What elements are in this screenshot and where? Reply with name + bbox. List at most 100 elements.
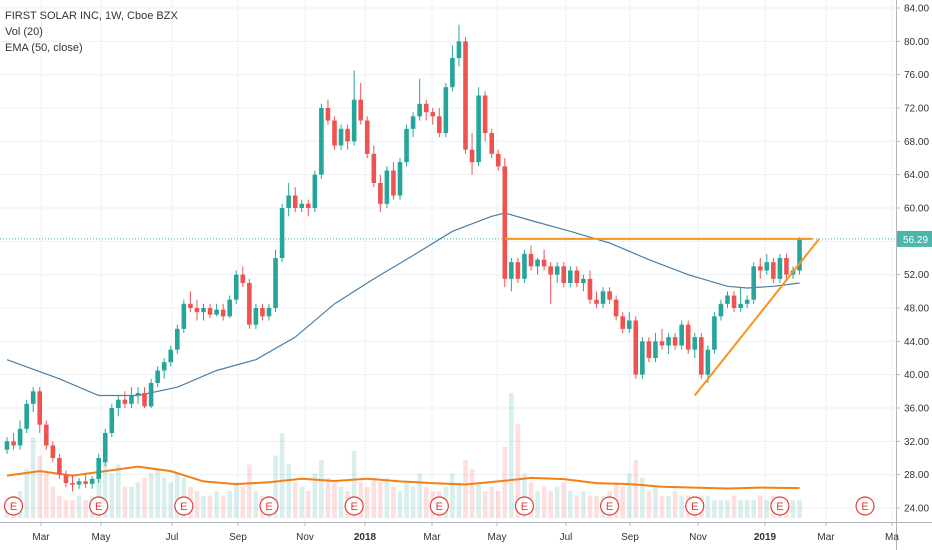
candle-up (712, 316, 717, 350)
volume-bar (129, 486, 134, 518)
candle-up (116, 399, 121, 408)
volume-bar (679, 495, 684, 518)
price-tick-label: 60.00 (904, 204, 929, 215)
candle-up (109, 408, 115, 433)
candle-down (699, 337, 704, 375)
candle-up (201, 308, 206, 313)
volume-bar (325, 477, 331, 518)
candle-up (554, 266, 560, 275)
candle-down (784, 258, 789, 275)
earnings-marker-label: E (180, 501, 187, 513)
candle-up (214, 309, 219, 315)
support-trendline (693, 238, 820, 397)
symbol-title[interactable]: FIRST SOLAR INC, 1W, Cboe BZX (5, 10, 178, 22)
time-tick-label: 2018 (354, 532, 377, 543)
ema-indicator-label[interactable]: EMA (50, close) (5, 42, 83, 54)
candle-up (89, 478, 95, 484)
candle-up (279, 208, 285, 258)
earnings-marker-label: E (10, 501, 17, 513)
ema-line (6, 212, 800, 397)
volume-bar (116, 464, 121, 518)
last-price-badge (897, 230, 932, 247)
price-axis: 84.0080.0076.0072.0068.0064.0060.0056.00… (896, 4, 932, 515)
candle-up (175, 328, 180, 350)
candle-up (777, 258, 783, 279)
candle-up (797, 238, 802, 271)
volume-bar (155, 468, 160, 518)
candle-down (587, 278, 593, 300)
candle-up (233, 274, 239, 300)
candle-up (161, 362, 167, 371)
candle-up (522, 253, 527, 279)
earnings-marker: E (429, 496, 449, 516)
candle-down (685, 324, 691, 350)
candle-down (515, 262, 521, 279)
plot-background (0, 0, 896, 522)
candle-down (364, 120, 370, 154)
earnings-marker-circle (429, 496, 449, 516)
candle-down (495, 153, 501, 167)
earnings-marker: E (259, 496, 279, 516)
price-tick-label: 44.00 (904, 337, 929, 348)
candle-down (345, 128, 350, 142)
earnings-marker-circle (259, 496, 279, 516)
volume-bar (63, 500, 69, 518)
candle-up (751, 266, 756, 300)
candle-up (17, 428, 23, 446)
candle-up (148, 383, 154, 407)
candle-up (679, 324, 684, 346)
volume-bar (338, 486, 344, 518)
volume-bar (371, 477, 377, 518)
volume-bar (417, 473, 422, 518)
volume-bar (574, 495, 580, 518)
price-tick-label: 72.00 (904, 104, 929, 115)
candle-up (319, 108, 324, 175)
candle-up (76, 481, 82, 485)
volume-bar (587, 495, 593, 518)
candle-down (757, 266, 763, 271)
volume-bar (233, 482, 239, 518)
earnings-marker-circle (514, 496, 535, 516)
volume-ma-line (6, 465, 800, 490)
candle-down (220, 309, 226, 317)
volume-bar (548, 491, 553, 518)
time-tick-label: May (92, 532, 111, 543)
candle-down (771, 262, 776, 279)
candle-up (404, 128, 409, 163)
volume-ma (6, 465, 800, 490)
candle-up (653, 341, 658, 358)
earnings-marker: E (174, 496, 194, 516)
candle-down (371, 153, 377, 183)
candle-down (44, 424, 49, 446)
candle-up (718, 303, 724, 317)
candle-up (96, 458, 101, 479)
price-tick-label: 80.00 (904, 37, 929, 48)
candle-up (456, 41, 462, 58)
price-tick-label: 48.00 (904, 304, 929, 315)
candle-up (705, 349, 711, 375)
time-tick-label: Nov (296, 532, 314, 543)
earnings-marker: E (855, 496, 875, 516)
volume-indicator-label[interactable]: Vol (20) (5, 26, 43, 38)
price-tick-label: 68.00 (904, 137, 929, 148)
volume-bar (764, 500, 770, 518)
volume-bar (30, 437, 36, 518)
candle-up (102, 433, 108, 463)
last-price-label: 56.29 (903, 235, 928, 246)
candle-up (253, 308, 259, 325)
volume-bar (522, 473, 527, 518)
candle-down (437, 116, 442, 133)
volume-bar (790, 500, 796, 518)
candle-down (502, 166, 508, 279)
volume-bar (450, 473, 455, 518)
volume-bar (397, 491, 403, 518)
candle-down (620, 316, 625, 329)
volume-bar (509, 393, 514, 518)
candle-down (260, 308, 265, 317)
volume-bar (482, 491, 488, 518)
volume-bar (102, 455, 108, 518)
volume-bar (76, 495, 82, 518)
time-tick-label: Mar (817, 532, 835, 543)
